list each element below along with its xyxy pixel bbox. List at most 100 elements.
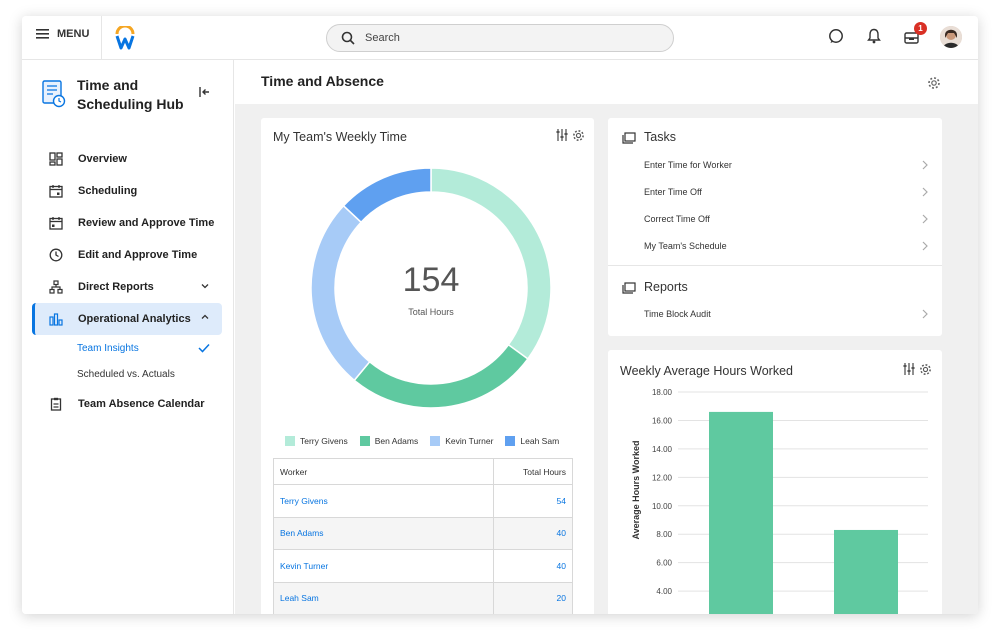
sidebar-subitem-team-insights[interactable]: Team Insights	[77, 343, 139, 354]
y-tick-label: 14.00	[652, 445, 673, 454]
worker-hours-table: Worker Total Hours Terry Givens 54 Ben A…	[273, 458, 573, 614]
clock-icon	[49, 248, 63, 262]
main-header: Time and Absence	[235, 60, 978, 104]
chevron-right-icon[interactable]	[922, 241, 928, 251]
search-placeholder: Search	[365, 32, 400, 44]
hours-link[interactable]: 40	[493, 549, 573, 583]
sidebar-item-label: Edit and Approve Time	[78, 249, 198, 261]
chat-icon[interactable]	[828, 28, 844, 44]
gear-icon[interactable]	[572, 129, 585, 142]
y-tick-label: 6.00	[656, 559, 672, 568]
table-row: Terry Givens 54	[273, 484, 573, 518]
sidebar-item-scheduling[interactable]: Scheduling	[32, 176, 222, 206]
y-tick-label: 10.00	[652, 502, 673, 511]
task-link[interactable]: Enter Time for Worker	[644, 160, 732, 170]
hub-title: Time and Scheduling Hub	[77, 77, 184, 112]
reports-icon	[622, 282, 636, 294]
hours-link[interactable]: 54	[493, 484, 573, 518]
sidebar-item-label: Direct Reports	[78, 281, 154, 293]
chevron-up-icon[interactable]	[200, 312, 210, 322]
gear-icon[interactable]	[927, 76, 941, 90]
weekly-time-card: My Team's Weekly Time 154 Total Hours Te…	[261, 118, 594, 614]
worker-link[interactable]: Leah Sam	[273, 581, 494, 614]
donut-chart	[311, 168, 551, 408]
sidebar-item-team-absence-calendar[interactable]: Team Absence Calendar	[32, 389, 222, 419]
chevron-down-icon[interactable]	[200, 281, 210, 291]
sidebar-item-direct-reports[interactable]: Direct Reports	[32, 272, 222, 302]
donut-slice[interactable]	[353, 343, 529, 408]
task-link[interactable]: Enter Time Off	[644, 187, 702, 197]
org-chart-icon	[49, 280, 63, 294]
inbox-badge: 1	[914, 22, 927, 35]
legend-swatch	[505, 436, 516, 446]
y-axis-label: Average Hours Worked	[631, 440, 641, 539]
sidebar-item-label: Operational Analytics	[78, 313, 191, 325]
search-bar[interactable]: Search	[326, 24, 674, 52]
legend-item[interactable]: Ben Adams	[359, 436, 419, 446]
bar[interactable]	[834, 529, 898, 614]
hours-link[interactable]: 20	[493, 581, 573, 614]
report-link[interactable]: Time Block Audit	[644, 309, 711, 319]
legend-item[interactable]: Leah Sam	[505, 436, 559, 446]
donut-slice[interactable]	[311, 204, 371, 382]
gear-icon[interactable]	[919, 363, 932, 376]
reports-title: Reports	[644, 280, 688, 294]
chevron-right-icon[interactable]	[922, 187, 928, 197]
tasks-icon	[622, 132, 636, 144]
worker-link[interactable]: Ben Adams	[273, 516, 494, 550]
sidebar: Time and Scheduling Hub Overview Schedul…	[22, 60, 234, 614]
tasks-reports-card: Tasks Enter Time for Worker Enter Time O…	[608, 118, 942, 336]
legend-label: Terry Givens	[300, 436, 348, 446]
sidebar-subitem-scheduled-vs-actuals[interactable]: Scheduled vs. Actuals	[77, 369, 175, 380]
donut-total-value: 154	[402, 261, 460, 299]
app-window: MENU Search 1 Time and	[22, 16, 978, 614]
legend-item[interactable]: Kevin Turner	[430, 436, 493, 446]
checkmark-icon	[198, 343, 210, 353]
y-tick-label: 12.00	[652, 473, 673, 482]
avatar[interactable]	[940, 26, 962, 48]
table-row: Kevin Turner 40	[273, 549, 573, 583]
legend-swatch	[430, 436, 441, 446]
task-link[interactable]: Correct Time Off	[644, 214, 710, 224]
bar-chart: 2.004.006.008.0010.0012.0014.0016.0018.0…	[631, 388, 928, 614]
chevron-right-icon[interactable]	[922, 214, 928, 224]
dashboard-icon	[49, 152, 63, 166]
profile-photo	[940, 26, 962, 48]
avg-hours-card: Weekly Average Hours Worked 2.004.006.00…	[608, 350, 942, 614]
timesheet-icon	[42, 80, 66, 108]
column-header-worker[interactable]: Worker	[273, 458, 494, 485]
divider	[101, 16, 102, 60]
legend-label: Kevin Turner	[445, 436, 494, 446]
legend-label: Ben Adams	[374, 436, 419, 446]
sidebar-item-review-approve-time[interactable]: Review and Approve Time	[32, 208, 222, 238]
worker-link[interactable]: Kevin Turner	[273, 549, 494, 583]
chevron-right-icon[interactable]	[922, 160, 928, 170]
sidebar-item-label: Team Absence Calendar	[78, 398, 205, 410]
sidebar-item-operational-analytics[interactable]: Operational Analytics	[32, 303, 222, 335]
sidebar-item-edit-approve-time[interactable]: Edit and Approve Time	[32, 240, 222, 270]
sidebar-item-label: Overview	[78, 153, 127, 165]
chevron-right-icon[interactable]	[922, 309, 928, 319]
hours-link[interactable]: 40	[493, 516, 573, 550]
inbox-icon[interactable]	[904, 30, 919, 44]
legend-item[interactable]: Terry Givens	[285, 436, 348, 446]
card-title: My Team's Weekly Time	[273, 130, 407, 144]
bell-icon[interactable]	[867, 28, 881, 44]
worker-link[interactable]: Terry Givens	[273, 484, 494, 518]
collapse-sidebar-icon[interactable]	[198, 86, 210, 98]
filter-sliders-icon[interactable]	[555, 128, 569, 142]
filter-sliders-icon[interactable]	[902, 362, 916, 376]
column-header-total-hours[interactable]: Total Hours	[493, 458, 573, 485]
table-header-row: Worker Total Hours	[273, 458, 573, 485]
menu-button[interactable]: MENU	[36, 28, 89, 40]
y-tick-label: 16.00	[652, 416, 673, 425]
task-link[interactable]: My Team's Schedule	[644, 241, 727, 251]
calendar-check-icon	[49, 217, 63, 230]
top-bar: MENU Search 1	[22, 16, 978, 60]
sidebar-item-overview[interactable]: Overview	[32, 144, 222, 174]
menu-label: MENU	[57, 28, 90, 40]
workday-logo[interactable]	[114, 24, 136, 55]
bar[interactable]	[709, 411, 773, 614]
donut-slice[interactable]	[342, 168, 432, 224]
y-tick-label: 8.00	[656, 530, 672, 539]
